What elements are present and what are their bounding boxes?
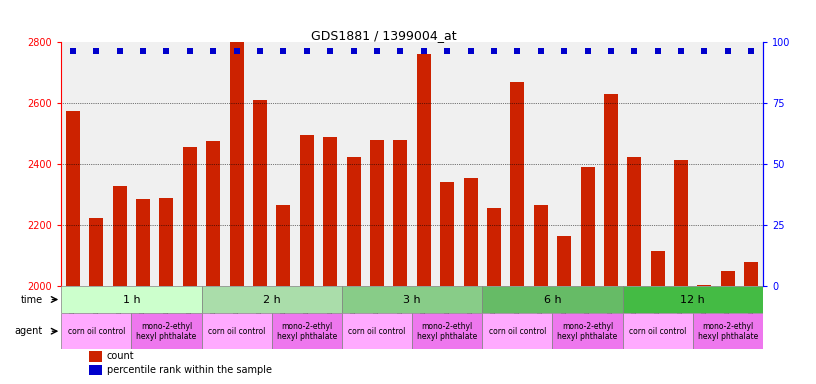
Text: corn oil control: corn oil control xyxy=(489,327,546,336)
Bar xyxy=(299,135,314,286)
Bar xyxy=(674,160,688,286)
Bar xyxy=(159,198,174,286)
Bar xyxy=(323,137,337,286)
Bar xyxy=(229,42,244,286)
Text: 1 h: 1 h xyxy=(122,295,140,305)
Bar xyxy=(393,140,407,286)
Bar xyxy=(650,251,665,286)
Bar xyxy=(183,147,197,286)
Bar xyxy=(463,178,477,286)
Bar xyxy=(347,157,361,286)
Bar xyxy=(698,285,712,286)
Text: agent: agent xyxy=(14,326,42,336)
Bar xyxy=(272,313,342,349)
Text: 12 h: 12 h xyxy=(681,295,705,305)
Bar xyxy=(89,365,102,375)
Bar xyxy=(744,262,758,286)
Text: 3 h: 3 h xyxy=(403,295,421,305)
Bar xyxy=(487,209,501,286)
Bar xyxy=(604,94,618,286)
Text: mono-2-ethyl
hexyl phthalate: mono-2-ethyl hexyl phthalate xyxy=(417,321,477,341)
Text: count: count xyxy=(107,351,135,361)
Bar xyxy=(482,313,552,349)
Bar xyxy=(721,271,735,286)
Bar xyxy=(557,236,571,286)
Bar xyxy=(580,167,595,286)
Text: mono-2-ethyl
hexyl phthalate: mono-2-ethyl hexyl phthalate xyxy=(136,321,197,341)
Bar xyxy=(61,313,131,349)
Text: 2 h: 2 h xyxy=(263,295,281,305)
Bar xyxy=(623,286,763,313)
Bar xyxy=(277,205,290,286)
Bar xyxy=(113,185,126,286)
Bar xyxy=(534,205,548,286)
Bar xyxy=(202,313,272,349)
Bar xyxy=(370,140,384,286)
Bar xyxy=(89,351,102,362)
Bar xyxy=(342,286,482,313)
Text: corn oil control: corn oil control xyxy=(629,327,686,336)
Bar xyxy=(202,286,342,313)
Bar xyxy=(693,313,763,349)
Text: corn oil control: corn oil control xyxy=(348,327,406,336)
Bar xyxy=(206,141,220,286)
Bar xyxy=(89,217,104,286)
Bar xyxy=(66,111,80,286)
Text: mono-2-ethyl
hexyl phthalate: mono-2-ethyl hexyl phthalate xyxy=(557,321,618,341)
Bar xyxy=(552,313,623,349)
Text: corn oil control: corn oil control xyxy=(208,327,265,336)
Text: mono-2-ethyl
hexyl phthalate: mono-2-ethyl hexyl phthalate xyxy=(698,321,758,341)
Bar xyxy=(131,313,202,349)
Bar xyxy=(136,199,150,286)
Bar xyxy=(412,313,482,349)
Bar xyxy=(342,313,412,349)
Text: mono-2-ethyl
hexyl phthalate: mono-2-ethyl hexyl phthalate xyxy=(277,321,337,341)
Bar xyxy=(253,100,267,286)
Bar xyxy=(510,82,525,286)
Text: GDS1881 / 1399004_at: GDS1881 / 1399004_at xyxy=(311,29,456,42)
Bar xyxy=(623,313,693,349)
Bar xyxy=(482,286,623,313)
Bar xyxy=(61,286,202,313)
Text: percentile rank within the sample: percentile rank within the sample xyxy=(107,365,272,375)
Text: 6 h: 6 h xyxy=(543,295,561,305)
Bar xyxy=(628,157,641,286)
Text: corn oil control: corn oil control xyxy=(68,327,125,336)
Bar xyxy=(440,182,455,286)
Bar xyxy=(417,55,431,286)
Text: time: time xyxy=(20,295,42,305)
